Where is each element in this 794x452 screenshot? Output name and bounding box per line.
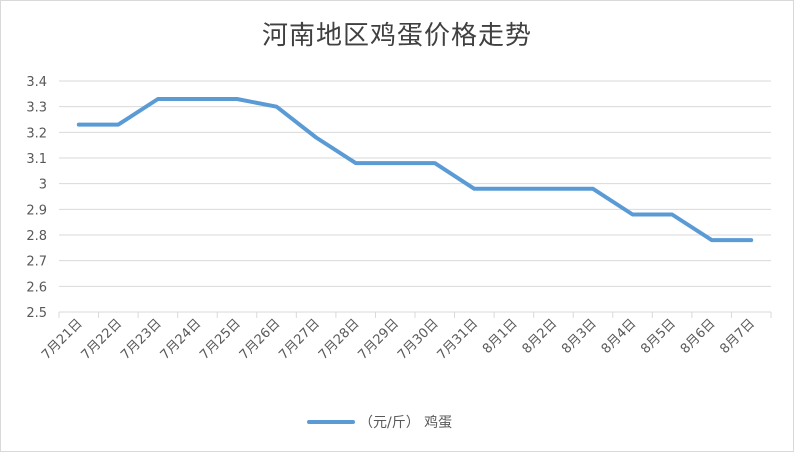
data-point xyxy=(116,123,120,127)
y-tick-label: 3 xyxy=(39,178,47,193)
data-point xyxy=(631,212,635,216)
data-point xyxy=(433,161,437,165)
y-tick-label: 2.5 xyxy=(26,306,47,321)
x-tick-label: 7月28日 xyxy=(316,316,363,363)
data-point xyxy=(512,187,516,191)
data-point xyxy=(749,238,753,242)
x-tick-label: 8月6日 xyxy=(678,316,719,357)
data-point xyxy=(591,187,595,191)
y-tick-label: 2.7 xyxy=(26,255,47,270)
data-point xyxy=(354,161,358,165)
x-tick-label: 8月5日 xyxy=(638,316,679,357)
x-tick-label: 7月24日 xyxy=(158,316,205,363)
data-point xyxy=(195,97,199,101)
chart-title: 河南地区鸡蛋价格走势 xyxy=(261,21,532,51)
x-tick-label: 8月3日 xyxy=(559,316,600,357)
x-tick-label: 7月30日 xyxy=(395,316,442,363)
x-tick-label: 7月23日 xyxy=(118,316,165,363)
data-point xyxy=(393,161,397,165)
x-tick-label: 7月22日 xyxy=(79,316,126,363)
x-tick-label: 7月27日 xyxy=(276,316,323,363)
y-tick-label: 2.8 xyxy=(26,229,47,244)
y-tick-label: 2.6 xyxy=(26,280,47,295)
data-point xyxy=(77,123,81,127)
data-point xyxy=(710,238,714,242)
data-point xyxy=(235,97,239,101)
legend-label: （元/斤） 鸡蛋 xyxy=(359,414,452,431)
y-tick-label: 3.2 xyxy=(26,126,47,141)
x-tick-label: 8月1日 xyxy=(480,316,521,357)
data-point xyxy=(275,105,279,109)
x-tick-label: 8月7日 xyxy=(717,316,758,357)
x-tick-label: 7月26日 xyxy=(237,316,284,363)
x-tick-label: 8月4日 xyxy=(599,316,640,357)
data-point xyxy=(156,97,160,101)
y-tick-label: 3.4 xyxy=(26,75,47,90)
x-tick-label: 7月21日 xyxy=(39,316,86,363)
series-line xyxy=(76,97,754,243)
data-point xyxy=(551,187,555,191)
x-tick-label: 8月2日 xyxy=(520,316,561,357)
x-tick-label: 7月29日 xyxy=(356,316,403,363)
y-tick-label: 3.1 xyxy=(26,152,47,167)
x-tick-label: 7月31日 xyxy=(435,316,482,363)
data-point xyxy=(472,187,476,191)
data-point xyxy=(314,135,318,139)
data-point xyxy=(670,212,674,216)
y-tick-label: 2.9 xyxy=(26,203,47,218)
x-tick-label: 7月25日 xyxy=(197,316,244,363)
y-tick-label: 3.3 xyxy=(26,101,47,116)
